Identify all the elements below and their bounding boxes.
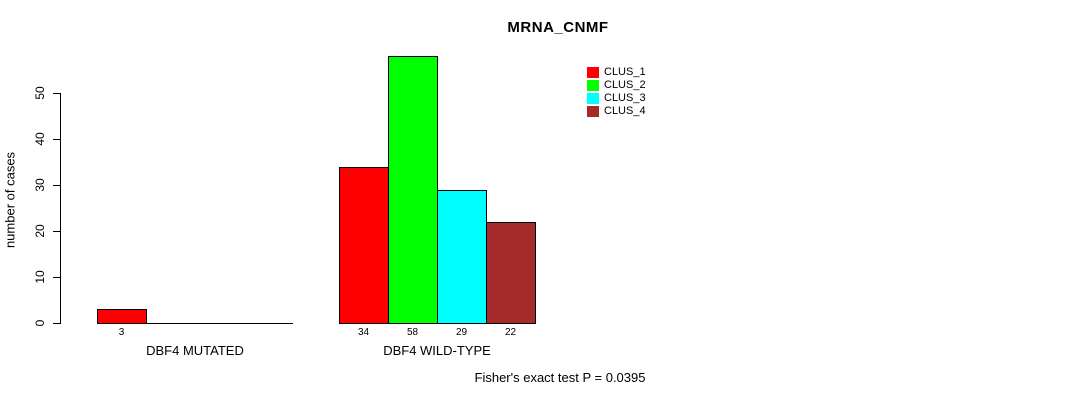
y-tick-mark: [53, 231, 60, 232]
legend-label: CLUS_2: [604, 79, 646, 91]
y-tick-label: 20: [33, 224, 47, 238]
chart-title: MRNA_CNMF: [507, 19, 609, 36]
x-category-label: DBF4 WILD-TYPE: [383, 343, 491, 358]
y-tick-mark: [53, 277, 60, 278]
x-category-label: DBF4 MUTATED: [146, 343, 244, 358]
y-tick-mark: [53, 185, 60, 186]
bar-clus_1: [339, 167, 389, 324]
y-tick-label: 30: [33, 178, 47, 192]
bar-value-label: 58: [406, 327, 419, 338]
bar-clus_1: [97, 309, 147, 324]
bar-value-label: 22: [504, 327, 517, 338]
legend-swatch: [587, 67, 599, 78]
y-tick-mark: [53, 139, 60, 140]
legend-swatch: [587, 80, 599, 91]
y-tick-label: 50: [33, 86, 47, 100]
legend: CLUS_1 CLUS_2 CLUS_3 CLUS_4: [587, 66, 646, 118]
bar-value-label: 34: [357, 327, 370, 338]
y-tick-mark: [53, 323, 60, 324]
y-tick-mark: [53, 93, 60, 94]
fisher-test-annotation: Fisher's exact test P = 0.0395: [474, 370, 646, 385]
y-tick-label: 40: [33, 132, 47, 146]
legend-label: CLUS_3: [604, 92, 646, 104]
bar-value-label: 3: [118, 327, 125, 338]
legend-label: CLUS_4: [604, 105, 646, 117]
group-baseline: [97, 323, 293, 324]
y-tick-label: 10: [33, 270, 47, 284]
legend-label: CLUS_1: [604, 66, 646, 78]
bar-clus_3: [437, 190, 487, 324]
y-tick-label: 0: [33, 319, 47, 327]
bar-clus_4: [486, 222, 536, 324]
legend-item: CLUS_4: [587, 105, 646, 118]
legend-item: CLUS_3: [587, 92, 646, 105]
bar-value-label: 29: [455, 327, 468, 338]
legend-swatch: [587, 106, 599, 117]
bar-clus_2: [388, 56, 438, 324]
legend-swatch: [587, 93, 599, 104]
y-axis-line: [60, 93, 61, 324]
legend-item: CLUS_1: [587, 66, 646, 79]
legend-item: CLUS_2: [587, 79, 646, 92]
y-axis-title: number of cases: [2, 151, 18, 249]
